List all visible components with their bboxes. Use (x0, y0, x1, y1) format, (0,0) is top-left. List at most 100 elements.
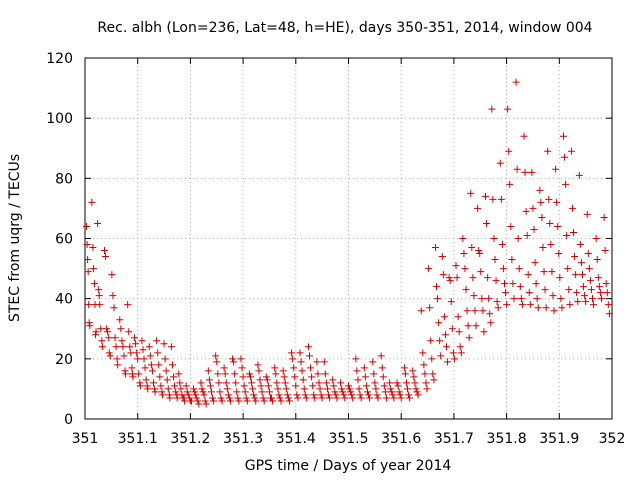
data-point (308, 373, 316, 381)
data-point (298, 367, 306, 375)
data-point (309, 382, 317, 390)
data-point (488, 105, 496, 113)
data-point (471, 307, 479, 315)
data-point (557, 295, 565, 303)
data-point (574, 298, 582, 306)
data-point (86, 322, 94, 330)
data-point (581, 292, 589, 300)
x-axis-label: GPS time / Days of year 2014 (245, 458, 452, 474)
data-point (197, 379, 205, 387)
x-tick-label: 351.2 (170, 431, 210, 447)
data-point (464, 322, 472, 330)
data-point (583, 210, 591, 218)
data-point (306, 352, 314, 360)
data-point (321, 370, 329, 378)
data-point (193, 394, 201, 402)
data-point (556, 274, 564, 282)
data-point (194, 397, 202, 405)
data-point (490, 235, 498, 242)
data-point (232, 379, 240, 387)
data-point (199, 388, 207, 396)
data-point (190, 385, 198, 393)
data-point (172, 388, 180, 396)
x-tick-label: 351.6 (381, 431, 421, 447)
data-point (167, 343, 175, 351)
data-point (478, 295, 486, 303)
data-point (264, 382, 272, 390)
data-point (154, 349, 162, 357)
y-tick-label: 60 (55, 232, 73, 248)
data-point (307, 364, 315, 372)
data-point (297, 358, 305, 366)
x-tick-label: 351.3 (223, 431, 263, 447)
data-point (500, 280, 508, 288)
data-point (238, 364, 246, 372)
data-point (410, 373, 418, 381)
data-point (494, 304, 502, 312)
data-point (121, 367, 129, 375)
data-point (283, 391, 291, 399)
data-point (301, 391, 309, 399)
data-point (565, 286, 573, 294)
data-point (105, 349, 113, 357)
data-point (590, 301, 598, 309)
data-point (517, 295, 525, 303)
data-point (419, 349, 427, 357)
data-point (354, 376, 362, 384)
data-point (276, 394, 284, 402)
y-tick-label: 100 (46, 111, 73, 127)
data-point (200, 391, 208, 399)
data-point (486, 310, 494, 318)
data-point (429, 370, 437, 378)
data-point (239, 373, 247, 381)
data-point (105, 334, 113, 342)
data-point (90, 280, 98, 288)
data-point (562, 180, 570, 188)
x-tick-label: 351.5 (328, 431, 368, 447)
data-point (571, 253, 579, 261)
data-point (378, 364, 386, 372)
data-point (220, 364, 228, 372)
data-point (394, 382, 402, 390)
data-point (554, 222, 562, 230)
data-point (250, 391, 258, 399)
data-point (523, 231, 531, 239)
data-point (153, 337, 161, 345)
data-point (273, 379, 281, 387)
data-point (393, 379, 401, 387)
data-point (338, 385, 346, 393)
data-point (202, 400, 210, 408)
data-point (160, 340, 168, 348)
data-point (111, 334, 119, 342)
data-point (124, 301, 132, 309)
data-point (534, 304, 542, 312)
data-point (387, 385, 395, 393)
data-point (260, 397, 268, 405)
data-point (489, 195, 497, 203)
data-point (313, 358, 321, 366)
data-point (300, 385, 308, 393)
data-point (386, 379, 394, 387)
data-point (166, 394, 174, 402)
data-point (252, 397, 260, 405)
data-point (275, 391, 283, 399)
data-point (365, 391, 373, 399)
data-point (156, 373, 164, 381)
data-point (288, 349, 296, 357)
data-point (455, 328, 463, 336)
data-point (357, 394, 365, 402)
data-point (436, 337, 444, 345)
data-point (229, 355, 237, 363)
data-point (402, 379, 410, 387)
data-point (345, 382, 352, 390)
data-point (140, 355, 148, 363)
data-point (279, 367, 287, 375)
data-point (150, 379, 158, 387)
data-point (316, 385, 324, 393)
data-point (158, 391, 166, 399)
data-point (411, 379, 419, 387)
data-point (561, 153, 569, 161)
data-point (362, 382, 370, 390)
data-point (89, 265, 97, 273)
data-point (445, 274, 453, 282)
